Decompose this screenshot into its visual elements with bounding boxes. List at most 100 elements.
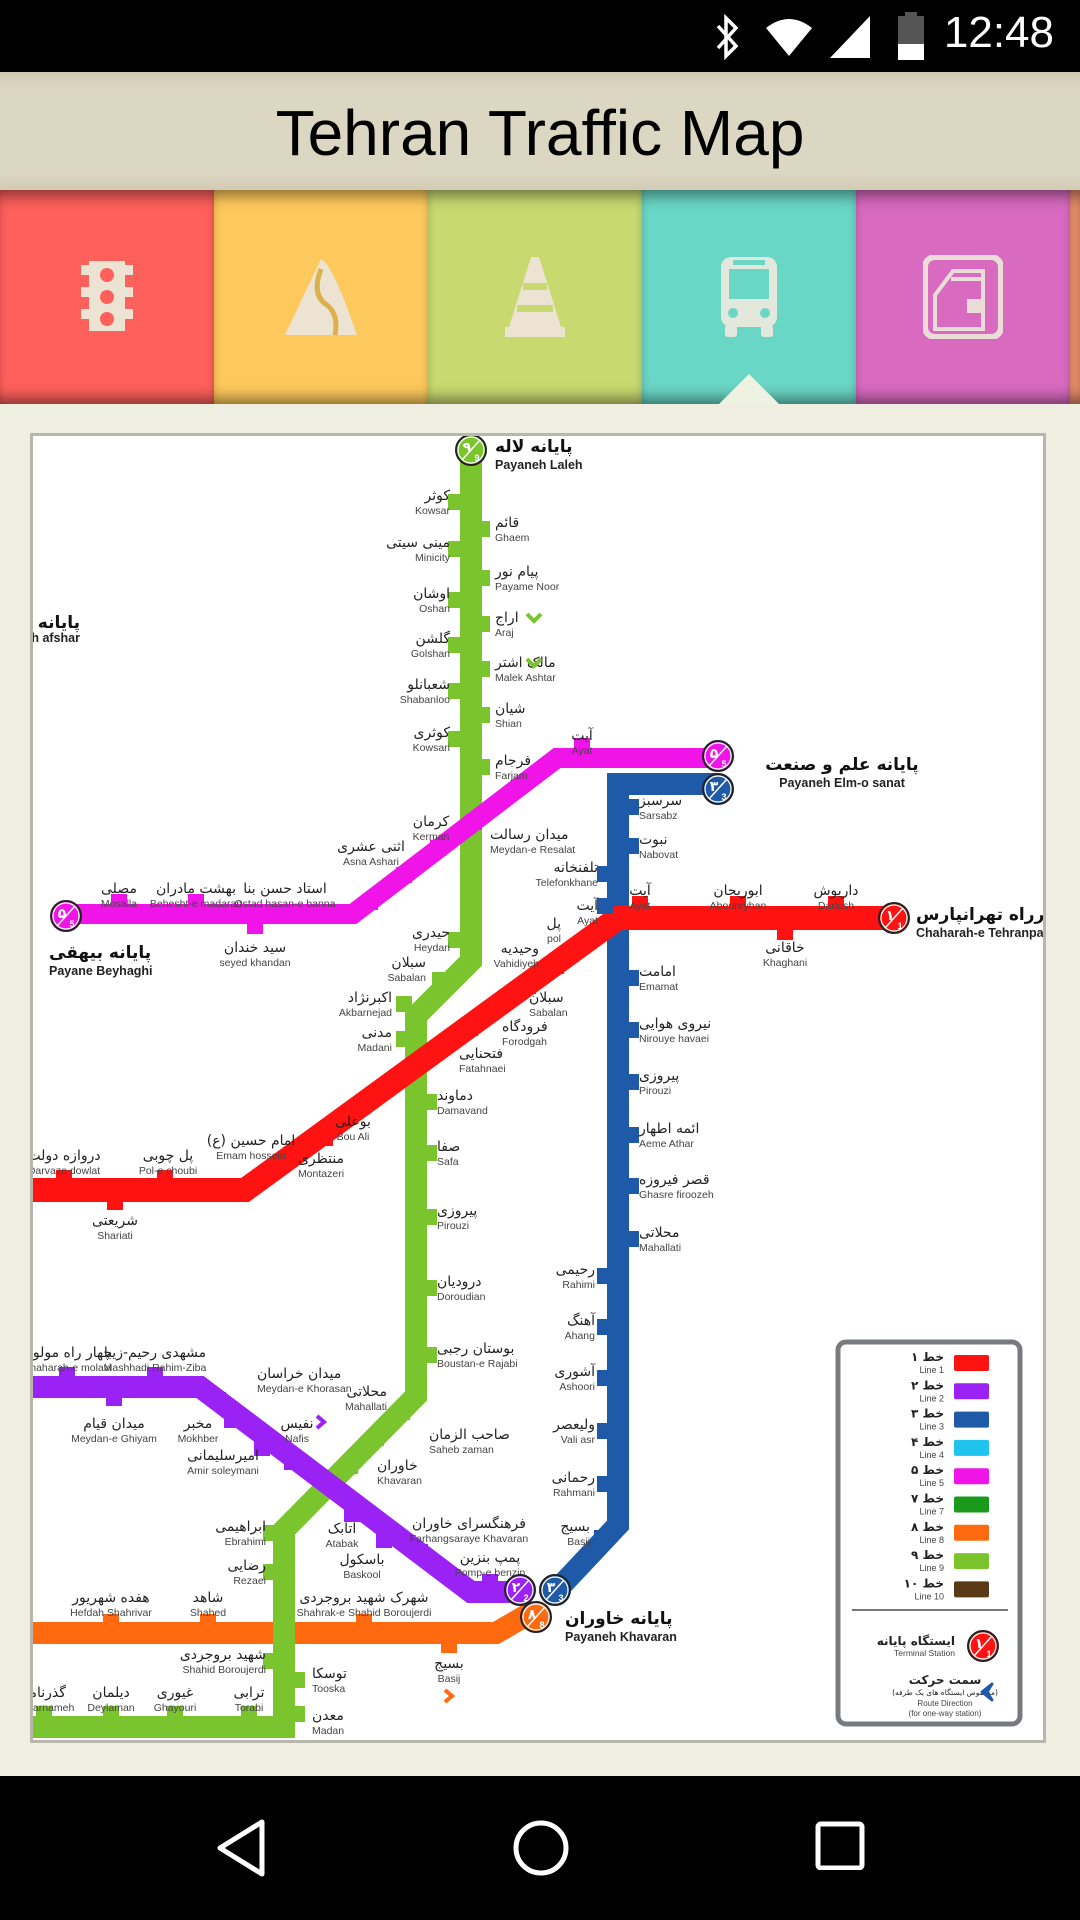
tab-traffic[interactable]: [0, 190, 214, 404]
tab-roads[interactable]: [214, 190, 428, 404]
tab-metro[interactable]: [856, 190, 1070, 404]
tab-more[interactable]: [1070, 190, 1080, 404]
back-icon[interactable]: [214, 1818, 270, 1878]
station[interactable]: گذرنامهGozarnameh: [33, 1684, 75, 1722]
tab-bus[interactable]: [642, 190, 856, 404]
home-icon[interactable]: [511, 1818, 571, 1878]
station[interactable]: چهار راه مولویChaharah-e molavi: [33, 1345, 112, 1383]
recents-icon[interactable]: [814, 1818, 866, 1870]
station[interactable]: امام حسین (ع)Emam hossein: [207, 1133, 296, 1186]
tab-roadworks[interactable]: [428, 190, 642, 404]
metro-map[interactable]: کوثر Kowsar قائم Ghaem مینی سیتی Minicity پیام…: [30, 433, 1046, 1743]
